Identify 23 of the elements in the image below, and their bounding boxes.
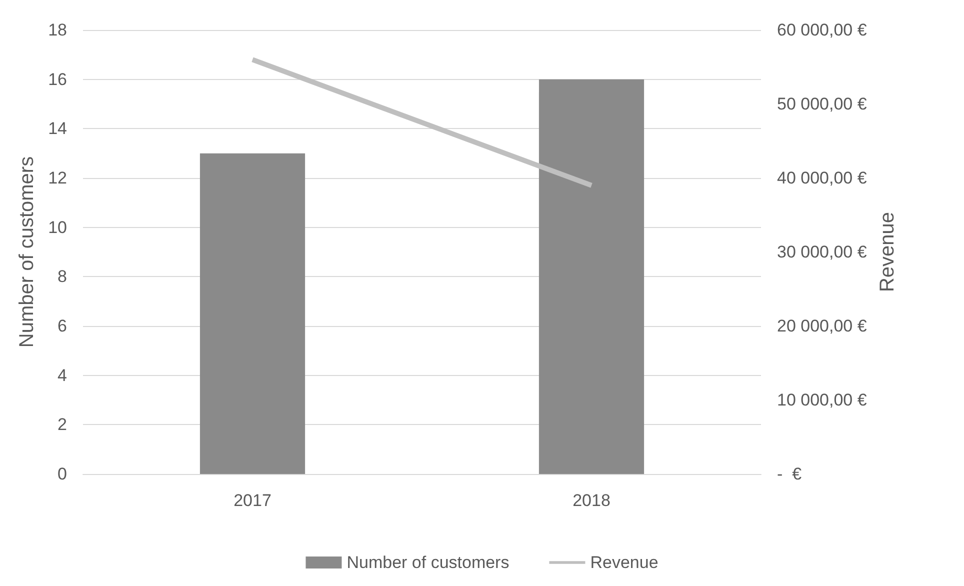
y-tick-label: 0 bbox=[58, 464, 67, 484]
y-axis-title: Number of customers bbox=[16, 156, 38, 348]
legend-label: Revenue bbox=[590, 553, 658, 572]
y2-axis-title: Revenue bbox=[876, 212, 899, 292]
x-tick-label: 2018 bbox=[572, 491, 610, 510]
y2-tick-label: 40 000,00 € bbox=[777, 168, 868, 188]
y-tick-label: 8 bbox=[58, 267, 67, 286]
y-tick-label: 2 bbox=[58, 415, 67, 434]
y-tick-label: 12 bbox=[48, 168, 67, 188]
y2-tick-label: 60 000,00 € bbox=[777, 20, 868, 40]
y-tick-label: 6 bbox=[58, 316, 67, 336]
y-tick-label: 4 bbox=[58, 366, 67, 385]
y2-tick-label: 20 000,00 € bbox=[777, 316, 868, 336]
y-tick-label: 18 bbox=[48, 20, 67, 40]
legend-label: Number of customers bbox=[346, 553, 510, 572]
y-tick-label: 16 bbox=[48, 70, 67, 89]
y2-tick-label: 30 000,00 € bbox=[777, 242, 868, 262]
y2-tick-label: 10 000,00 € bbox=[777, 390, 868, 410]
x-tick-label: 2017 bbox=[234, 491, 272, 510]
y-tick-label: 10 bbox=[48, 218, 67, 237]
y2-tick-label: 50 000,00 € bbox=[777, 94, 868, 114]
y-tick-label: 14 bbox=[48, 119, 67, 138]
y2-tick-label: - € bbox=[777, 464, 802, 484]
